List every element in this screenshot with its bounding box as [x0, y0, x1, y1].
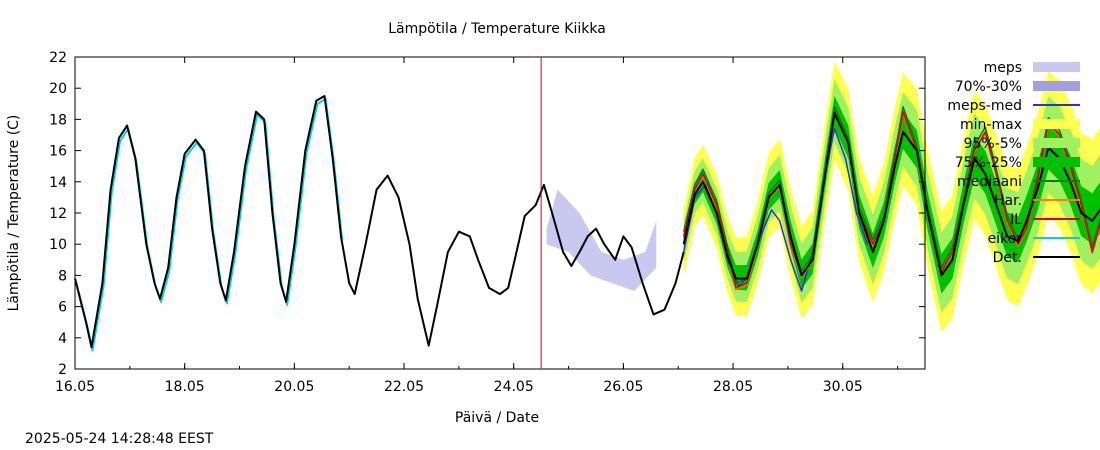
- timestamp: 2025-05-24 14:28:48 EEST: [25, 431, 214, 447]
- x-tick-label: 16.05: [55, 379, 95, 395]
- y-tick-label: 12: [49, 206, 67, 222]
- legend-swatch: [1033, 157, 1080, 167]
- x-tick-label: 18.05: [165, 379, 205, 395]
- x-tick-label: 30.05: [823, 379, 863, 395]
- legend-swatch: [1033, 119, 1080, 129]
- y-tick-label: 20: [49, 81, 67, 97]
- legend-label: 75%-25%: [955, 155, 1022, 171]
- y-tick-label: 14: [49, 175, 67, 191]
- legend-label: meps-med: [947, 98, 1022, 114]
- y-tick-label: 2: [58, 362, 67, 378]
- legend-label: Det.: [993, 250, 1022, 266]
- legend-label: mediaani: [957, 174, 1022, 190]
- x-tick-label: 28.05: [713, 379, 753, 395]
- y-tick-label: 16: [49, 144, 67, 160]
- y-axis-label: Lämpötila / Temperature (C): [6, 115, 22, 312]
- x-tick-label: 26.05: [603, 379, 643, 395]
- legend-label: Har.: [994, 193, 1022, 209]
- x-tick-label: 20.05: [274, 379, 314, 395]
- y-tick-label: 6: [58, 300, 67, 316]
- legend-label: min-max: [960, 117, 1022, 133]
- y-tick-label: 4: [58, 331, 67, 347]
- x-tick-label: 24.05: [494, 379, 534, 395]
- legend-swatch: [1033, 138, 1080, 148]
- legend-label: IL: [1010, 212, 1022, 228]
- legend-label: meps: [984, 60, 1022, 76]
- legend-swatch: [1033, 62, 1080, 72]
- x-axis-ticks: 16.05 18.05 20.05 22.05 24.05 26.05 28.05 30.05: [55, 57, 899, 395]
- x-axis-label: Päivä / Date: [455, 410, 539, 426]
- legend-label: 70%-30%: [955, 79, 1022, 95]
- legend-label: eikor: [988, 231, 1023, 247]
- legend: meps 70%-30% meps-med min-max 95%-5% 75%-25% m…: [947, 60, 1080, 266]
- line-eikor: [75, 98, 344, 352]
- band-meps: [546, 189, 657, 291]
- chart-title: Lämpötila / Temperature Kiikka: [388, 21, 606, 37]
- y-tick-label: 8: [58, 268, 67, 284]
- y-axis-ticks: 2 4 6 8 10 12 14 16 18 20 22: [49, 50, 925, 378]
- y-tick-label: 18: [49, 112, 67, 128]
- y-tick-label: 22: [49, 50, 67, 66]
- y-tick-label: 10: [49, 237, 67, 253]
- band-75-25: [683, 96, 1100, 294]
- line-observed: [74, 95, 685, 349]
- x-tick-label: 22.05: [384, 379, 424, 395]
- legend-swatch: [1033, 81, 1080, 91]
- legend-label: 95%-5%: [964, 136, 1022, 152]
- forecast-bands: [546, 61, 1100, 333]
